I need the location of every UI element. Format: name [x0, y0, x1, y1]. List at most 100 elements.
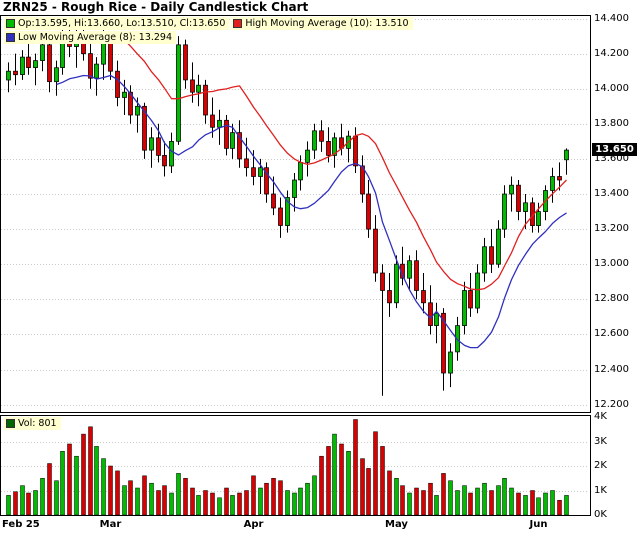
- volume-bar: [203, 490, 208, 516]
- candle-body: [441, 312, 446, 374]
- candle-body: [47, 44, 52, 83]
- candle-body: [434, 312, 439, 326]
- volume-bar: [33, 490, 38, 516]
- volume-bar: [278, 480, 283, 516]
- candle-body: [550, 176, 555, 191]
- volume-chart-canvas[interactable]: [0, 415, 591, 516]
- candle-body: [149, 137, 154, 151]
- volume-bar: [74, 455, 79, 516]
- candle-body: [312, 130, 317, 151]
- last-price-flag: 13.650: [592, 143, 637, 156]
- candle-body: [271, 193, 276, 209]
- volume-bar: [441, 473, 446, 516]
- volume-bar: [414, 487, 419, 516]
- candle-body: [13, 70, 18, 76]
- price-pane-bg: [0, 15, 591, 413]
- candle-body: [162, 155, 167, 167]
- candle-body: [258, 167, 263, 177]
- volume-bar: [244, 490, 249, 516]
- candle-body: [557, 176, 562, 181]
- x-axis-label: May: [385, 519, 408, 530]
- candle-body: [20, 56, 25, 75]
- volume-bar: [230, 495, 235, 516]
- price-axis-label: 12.800: [594, 293, 629, 304]
- volume-bar: [305, 482, 310, 516]
- price-axis-label: 13.800: [594, 118, 629, 129]
- candle-body: [462, 290, 467, 326]
- candle-body: [135, 105, 140, 116]
- volume-pane-border: [0, 415, 591, 516]
- volume-bar: [536, 497, 541, 516]
- volume-bar: [176, 473, 181, 516]
- volume-axis-label: 3K: [594, 436, 607, 447]
- volume-bar: [543, 492, 548, 516]
- volume-bar: [13, 491, 18, 516]
- candle-body: [128, 91, 133, 116]
- volume-bar: [489, 490, 494, 516]
- volume-bar: [264, 482, 269, 516]
- volume-axis-label: 2K: [594, 460, 607, 471]
- candle-body: [183, 44, 188, 81]
- x-axis-label: Jun: [529, 519, 548, 530]
- candle-body: [251, 167, 256, 177]
- candle-body: [115, 70, 120, 98]
- volume-bar: [162, 485, 167, 516]
- volume-legend-row: Vol: 801: [4, 417, 63, 430]
- candle-body: [516, 184, 521, 212]
- volume-bar: [128, 480, 133, 516]
- legend-high-ma-label: High Moving Average (10): 13.510: [245, 18, 409, 29]
- legend-row-2: Low Moving Average (8): 13.294: [4, 31, 415, 44]
- high-ma-swatch-icon: [233, 19, 243, 28]
- volume-bar: [81, 433, 86, 516]
- candle-body: [366, 193, 371, 230]
- candle-body: [482, 246, 487, 274]
- volume-bar: [142, 475, 147, 516]
- volume-axis-label: 1K: [594, 485, 607, 496]
- ohlc-swatch-icon: [6, 19, 15, 28]
- candle-body: [40, 44, 45, 61]
- volume-bar: [54, 480, 59, 516]
- candle-body: [509, 184, 514, 195]
- volume-bar: [428, 482, 433, 516]
- volume-bar: [196, 495, 201, 516]
- volume-bar: [516, 492, 521, 516]
- volume-bar: [346, 451, 351, 516]
- candle-body: [122, 91, 127, 98]
- candle-body: [468, 290, 473, 309]
- candle-body: [244, 158, 249, 169]
- candle-body: [26, 56, 31, 68]
- legend-ohlc: Op:13.595, Hi:13.660, Lo:13.510, Cl:13.6…: [4, 17, 230, 30]
- candle-body: [285, 197, 290, 226]
- candle-body: [407, 260, 412, 279]
- volume-bar: [156, 490, 161, 516]
- candle-body: [33, 60, 38, 68]
- price-axis-label: 14.200: [594, 48, 629, 59]
- volume-bar: [564, 495, 569, 516]
- chart-title: ZRN25 - Rough Rice - Daily Candlestick C…: [3, 0, 309, 14]
- legend-low-ma-label: Low Moving Average (8): 13.294: [18, 32, 173, 43]
- volume-bar: [373, 431, 378, 516]
- candle-body: [332, 137, 337, 156]
- price-chart-canvas[interactable]: [0, 15, 591, 413]
- candle-body: [298, 162, 303, 181]
- price-pane-border: [0, 15, 591, 413]
- volume-bar: [20, 485, 25, 516]
- price-axis-label: 13.600: [594, 153, 629, 164]
- candle-body: [489, 246, 494, 265]
- candle-body: [373, 228, 378, 274]
- legend-high-ma: High Moving Average (10): 13.510: [231, 17, 413, 30]
- price-axis-label: 12.600: [594, 328, 629, 339]
- price-axis-label: 12.400: [594, 364, 629, 375]
- volume-bar: [502, 478, 507, 516]
- volume-bar: [26, 492, 31, 516]
- volume-bar: [434, 495, 439, 516]
- volume-bar: [530, 490, 535, 516]
- price-axis-label: 14.000: [594, 83, 629, 94]
- volume-bar: [496, 485, 501, 516]
- candle-body: [448, 351, 453, 374]
- volume-bar: [509, 487, 514, 516]
- legend-volume-label: Vol: 801: [18, 418, 57, 429]
- volume-bar: [339, 443, 344, 516]
- low-ma-line: [56, 74, 567, 349]
- volume-bar: [217, 497, 222, 516]
